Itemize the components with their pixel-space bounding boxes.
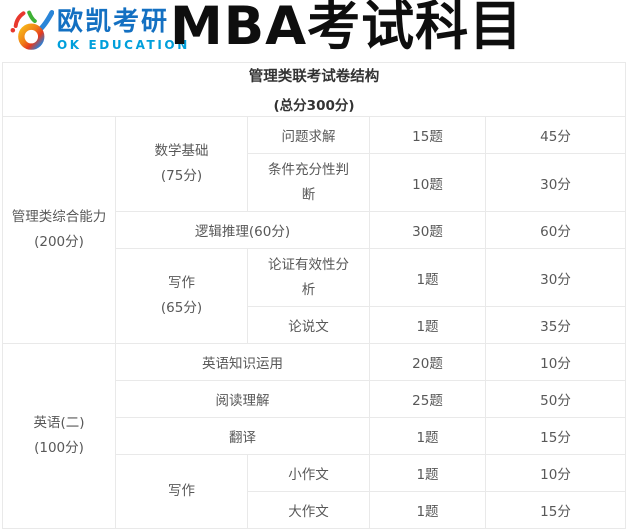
part-name: 问题求解 bbox=[281, 129, 336, 145]
cell-question-count: 20题 bbox=[369, 343, 486, 381]
cell-points: 15分 bbox=[484, 491, 627, 529]
cell-question-count: 15题 bbox=[369, 116, 486, 154]
table-row: 英语(二) (100分) 英语知识运用 20题 10分 bbox=[2, 343, 627, 529]
cell-part: 条件充分性判断 bbox=[247, 153, 370, 212]
cell-section-writing-mgmt: 写作 (65分) bbox=[115, 248, 248, 344]
cell-part: 英语知识运用 bbox=[115, 343, 370, 381]
table-subtitle-row: 管理类联考试卷结构 (总分300分) bbox=[1, 62, 627, 117]
section-score: (65分) bbox=[160, 300, 203, 316]
cell-points: 30分 bbox=[484, 248, 627, 307]
cell-part: 论说文 bbox=[247, 306, 370, 344]
part-name: 条件充分性判断 bbox=[268, 161, 349, 203]
cell-points: 10分 bbox=[484, 343, 627, 381]
group-name: 英语(二) bbox=[33, 415, 85, 432]
cell-part: 问题求解 bbox=[247, 116, 370, 154]
cell-points: 30分 bbox=[484, 153, 627, 212]
part-name: 大作文 bbox=[288, 504, 329, 520]
cell-question-count: 1题 bbox=[369, 417, 486, 455]
cell-question-count: 30题 bbox=[369, 211, 486, 249]
section-name: 数学基础 bbox=[154, 143, 209, 160]
part-name: 翻译 bbox=[229, 430, 256, 446]
logo-en-text: OK EDUCATION bbox=[57, 38, 190, 52]
section-name: 写作 bbox=[168, 483, 195, 500]
table-subtitle-line1: 管理类联考试卷结构 bbox=[248, 69, 380, 85]
section-name: 写作 bbox=[168, 275, 195, 292]
cell-points: 15分 bbox=[484, 417, 627, 455]
table-row: 阅读理解 25题 50分 bbox=[3, 380, 627, 418]
part-name: 论说文 bbox=[288, 319, 329, 335]
group-name: 管理类综合能力 bbox=[11, 209, 107, 226]
table-subtitle-cell: 管理类联考试卷结构 (总分300分) bbox=[1, 62, 627, 117]
cell-section-writing-english: 写作 bbox=[115, 454, 248, 529]
table-row: 管理类综合能力 (200分) 数学基础 (75分) 问题求解 15题 45分 bbox=[2, 116, 627, 344]
part-name: 论证有效性分析 bbox=[268, 256, 349, 298]
table-row: 论说文 1题 35分 bbox=[3, 306, 627, 344]
table-row: 翻译 1题 15分 bbox=[3, 417, 627, 455]
cell-group-english: 英语(二) (100分) bbox=[2, 343, 116, 529]
cell-question-count: 10题 bbox=[369, 153, 486, 212]
part-name: 英语知识运用 bbox=[202, 356, 283, 372]
part-name: 小作文 bbox=[288, 467, 329, 483]
section-score: (75分) bbox=[160, 168, 203, 184]
cell-part: 论证有效性分析 bbox=[247, 248, 370, 307]
group-score: (100分) bbox=[34, 440, 84, 456]
cell-section-math: 数学基础 (75分) bbox=[115, 116, 248, 212]
cell-points: 45分 bbox=[484, 116, 627, 154]
group-score: (200分) bbox=[34, 234, 84, 250]
cell-question-count: 1题 bbox=[369, 491, 486, 529]
table-row: 条件充分性判断 10题 30分 bbox=[3, 153, 627, 212]
cell-question-count: 1题 bbox=[369, 248, 486, 307]
cell-part: 大作文 bbox=[247, 491, 370, 529]
cell-points: 10分 bbox=[484, 454, 627, 492]
cell-part: 翻译 bbox=[115, 417, 370, 455]
page-title: MBA考试科目 bbox=[170, 0, 524, 57]
logo-cn-text: 欧凯考研 bbox=[57, 7, 170, 37]
cell-points: 50分 bbox=[484, 380, 627, 418]
cell-points: 35分 bbox=[484, 306, 627, 344]
table-row: 写作 (65分) 论证有效性分析 1题 30分 bbox=[3, 248, 627, 344]
cell-group-mgmt: 管理类综合能力 (200分) bbox=[2, 116, 116, 344]
cell-question-count: 1题 bbox=[369, 454, 486, 492]
cell-part: 小作文 bbox=[247, 454, 370, 492]
cell-part: 阅读理解 bbox=[115, 380, 370, 418]
page-header: 欧凯考研 OK EDUCATION MBA考试科目 bbox=[0, 0, 628, 62]
part-name: 阅读理解 bbox=[215, 393, 270, 409]
cell-question-count: 25题 bbox=[369, 380, 486, 418]
logo-text: 欧凯考研 OK EDUCATION bbox=[57, 4, 190, 54]
table-subtitle-line2: (总分300分) bbox=[273, 98, 355, 114]
cell-points: 60分 bbox=[484, 211, 627, 249]
logo-swirl-icon bbox=[10, 10, 54, 50]
cell-question-count: 1题 bbox=[369, 306, 486, 344]
section-name: 逻辑推理(60分) bbox=[194, 224, 291, 240]
table-row: 逻辑推理(60分) 30题 60分 bbox=[3, 211, 627, 249]
logo: 欧凯考研 OK EDUCATION bbox=[10, 4, 190, 58]
exam-structure-table: 管理类联考试卷结构 (总分300分) 管理类综合能力 (200分) 数学基础 (… bbox=[1, 62, 627, 529]
cell-section-logic: 逻辑推理(60分) bbox=[115, 211, 370, 249]
